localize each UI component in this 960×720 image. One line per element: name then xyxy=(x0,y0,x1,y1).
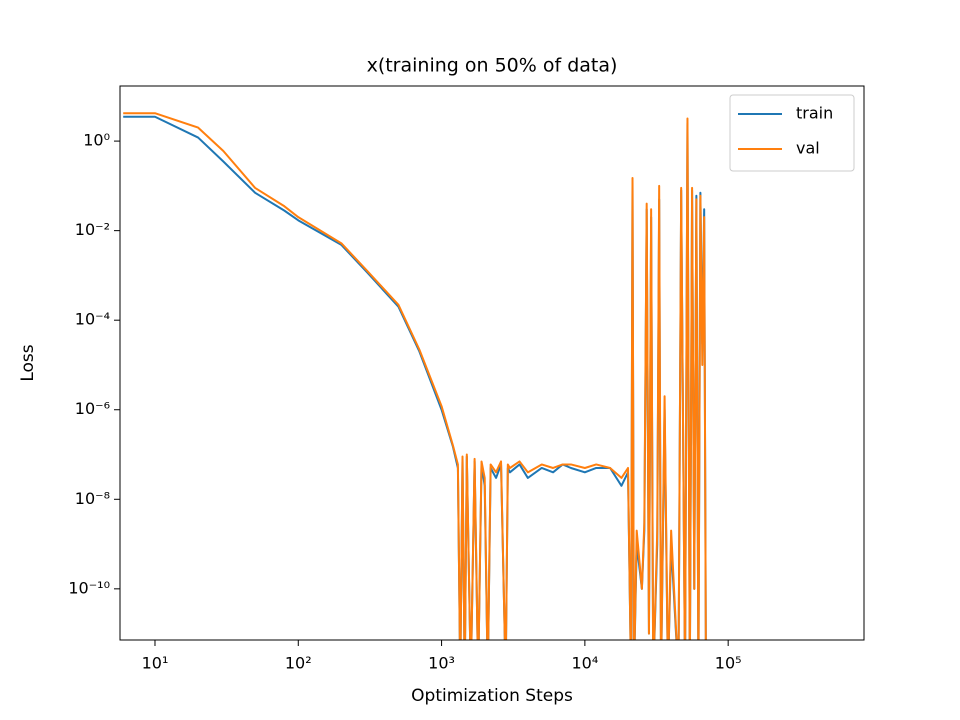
legend-label: val xyxy=(796,139,820,158)
y-tick-label: 10⁻⁶ xyxy=(75,399,110,418)
y-tick-label: 10⁰ xyxy=(83,131,110,150)
x-tick-label: 10⁵ xyxy=(715,654,742,673)
y-tick-label: 10⁻¹⁰ xyxy=(68,578,110,597)
y-tick-label: 10⁻⁴ xyxy=(75,310,110,329)
legend-box xyxy=(729,94,855,172)
legend-label: train xyxy=(796,104,833,123)
x-tick-label: 10³ xyxy=(428,654,455,673)
y-axis-label: Loss xyxy=(18,344,38,381)
y-tick-label: 10⁻² xyxy=(75,220,110,239)
x-axis-label: Optimization Steps xyxy=(411,686,573,706)
x-tick-label: 10⁴ xyxy=(571,654,598,673)
axes-frame xyxy=(119,85,865,641)
chart-title: x(training on 50% of data) xyxy=(367,55,618,77)
plot-area xyxy=(123,112,707,640)
x-tick-label: 10¹ xyxy=(142,654,169,673)
y-tick-label: 10⁻⁸ xyxy=(75,489,110,508)
series-line xyxy=(123,112,707,640)
x-tick-label: 10² xyxy=(285,654,312,673)
